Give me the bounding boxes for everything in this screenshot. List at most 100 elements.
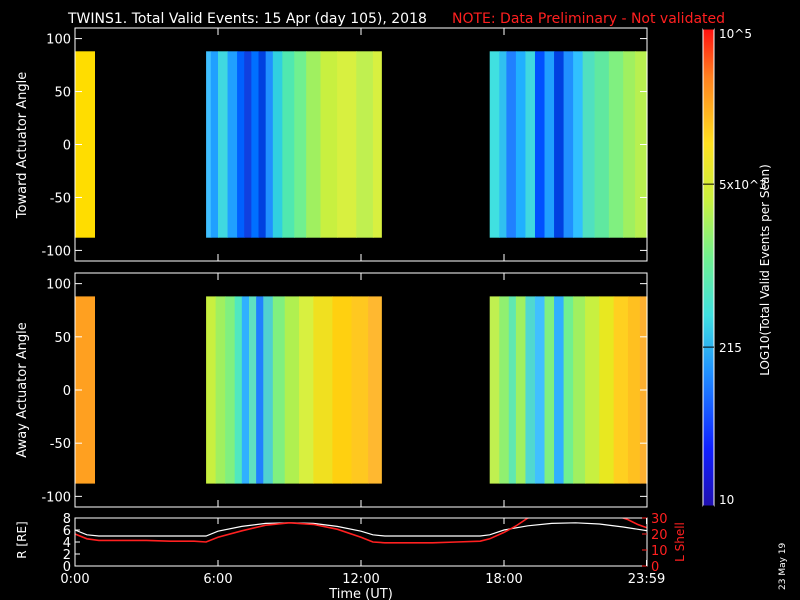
x-tick-label: 23:59 [628,572,665,587]
heatmap-column [534,296,546,484]
l-shell-line [620,518,647,529]
y-axis-label: Toward Actuator Angle [15,72,30,219]
heatmap-block [75,296,95,484]
heatmap-column [241,296,250,484]
heatmap-column [351,296,369,484]
y-axis-label: Away Actuator Angle [15,322,30,457]
away-angle-panel: 100 50 0 -50 -100 Away Actuator Angle [15,272,648,508]
y2-tick-label: 30 [651,512,668,527]
colorbar-tick-label: 10^5 [719,27,752,41]
heatmap-column [218,51,229,238]
heatmap-column [499,296,510,484]
heatmap-column [573,296,586,484]
heatmap-column [515,51,527,238]
preliminary-note: NOTE: Data Preliminary - Not validated [452,11,725,27]
x-tick-label: 0:00 [60,572,89,587]
heatmap-column [544,51,555,238]
colorbar-tick-label: 10 [719,493,734,507]
y2-tick-label: 10 [651,544,668,559]
heatmap-column [251,51,260,238]
heatmap-column [506,51,517,238]
heatmap-column [515,296,527,484]
heatmap-column [499,51,507,238]
heatmap-block [75,51,95,238]
heatmap-column [489,296,500,484]
heatmap-column [210,51,219,238]
heatmap-column [294,51,307,238]
heatmap-column [248,296,257,484]
heatmap-column [489,51,500,238]
y-axis-label: R [RE] [15,521,29,558]
y-tick-label: 0 [63,384,71,399]
heatmap-column [368,296,382,484]
toward-angle-panel: 100 50 0 -50 -100 Toward Actuator Angle [15,27,648,262]
y-tick-label: -50 [50,191,71,206]
heatmap-column [237,51,245,238]
x-tick-label: 18:00 [485,572,522,587]
x-tick-label: 6:00 [203,572,232,587]
panel-frame [74,517,648,567]
colorbar-ticks: 10 215 5x10^3 10^5 [703,27,767,507]
heatmap-column [320,51,338,238]
y-tick-label: 100 [46,278,71,293]
heatmap-column [544,296,555,484]
heatmap-column [594,51,610,238]
heatmap-column [206,296,217,484]
y-tick-label: -50 [50,437,71,452]
heatmap-column [225,296,236,484]
y-tick-label: 4 [63,536,71,551]
y2-axis-label: L Shell [673,522,687,562]
heatmap-column [585,296,600,484]
heatmap-column [372,51,382,238]
colorbar [703,29,714,506]
heatmap-column [306,51,322,238]
y-tick-label: -100 [41,490,71,505]
heatmap-column [582,51,596,238]
y-tick-label: 50 [54,86,71,101]
heatmap-column [272,51,283,238]
heatmap-column [356,51,374,238]
heatmap-column [299,296,314,484]
heatmap-column [554,296,565,484]
y2-tick-label: 20 [651,528,668,543]
date-stamp: 23 May 19 [778,542,788,590]
heatmap-column [623,51,636,238]
y-tick-label: 0 [63,560,71,575]
heatmap-column [244,51,252,238]
heatmap-column [282,51,295,238]
r-distance-line [75,522,647,537]
heatmap-column [563,296,574,484]
y2-tick-label: 0 [651,560,659,575]
heatmap-column [554,51,565,238]
heatmap-column [599,296,615,484]
heatmap-column [206,51,212,238]
x-axis-label: Time (UT) [328,587,393,600]
heatmap-column [613,296,629,484]
heatmap-column [258,51,267,238]
y-tick-label: 50 [54,331,71,346]
heatmap-column [215,296,226,484]
heatmap-column [263,296,274,484]
heatmap-column [525,51,536,238]
x-tick-label: 12:00 [342,572,379,587]
heatmap-column [313,296,333,484]
heatmap-column [573,51,584,238]
heatmap-column [608,51,624,238]
colorbar-tick-label: 5x10^3 [719,178,767,192]
heatmap-column [563,51,574,238]
y-tick-label: 6 [63,524,71,539]
colorbar-tick-label: 215 [719,341,742,355]
heatmap-column [525,296,536,484]
heatmap-column [534,51,546,238]
heatmap-column [272,296,286,484]
y-tick-label: -100 [41,244,71,259]
y-tick-label: 0 [63,139,71,154]
heatmap-column [284,296,300,484]
heatmap-column [234,296,243,484]
heatmap-column [337,51,357,238]
l-shell-line [75,518,532,544]
heatmap-column [256,296,264,484]
colorbar-label: LOG10(Total Valid Events per Scan) [758,164,772,376]
